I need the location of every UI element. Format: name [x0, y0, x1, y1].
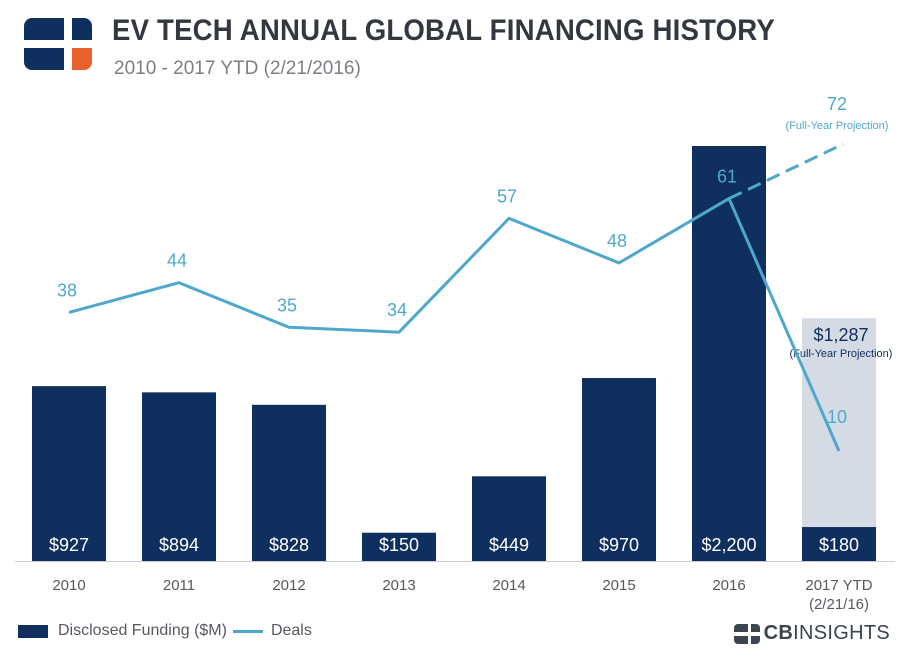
- funding-bar: [252, 404, 326, 561]
- funding-value-label: $449: [489, 535, 529, 555]
- chart-title: EV TECH ANNUAL GLOBAL FINANCING HISTORY: [112, 14, 775, 47]
- chart-subtitle: 2010 - 2017 YTD (2/21/2016): [114, 58, 361, 79]
- funding-value-label: $150: [379, 535, 419, 555]
- company-logo-icon: [24, 18, 92, 70]
- funding-value-label: $970: [599, 535, 639, 555]
- funding-projection-label: $1,287: [813, 325, 868, 345]
- brand-light: INSIGHTS: [793, 622, 890, 644]
- funding-value-label: $2,200: [701, 535, 756, 555]
- deals-value-label: 34: [387, 300, 407, 320]
- deals-value-label: 10: [827, 407, 847, 427]
- legend-deals-swatch: [232, 629, 263, 633]
- funding-bar: [582, 378, 656, 561]
- funding-bar: [692, 146, 766, 561]
- funding-bar: [32, 386, 106, 561]
- funding-projection-note: (Full-Year Projection): [790, 348, 893, 360]
- cb-insights-logo: CBINSIGHTS: [733, 622, 890, 645]
- x-tick-label: 2010: [52, 577, 85, 594]
- deals-projection-note: (Full-Year Projection): [786, 120, 889, 132]
- funding-bar: [472, 476, 546, 561]
- x-tick-label: 2015: [602, 577, 635, 594]
- x-tick-label: 2012: [272, 577, 305, 594]
- x-tick-label: 2014: [492, 577, 525, 594]
- deals-line: [68, 196, 841, 452]
- x-tick-label: 2017 YTD: [805, 577, 872, 594]
- funding-bar: [362, 532, 436, 561]
- cb-insights-mark-icon: [733, 623, 760, 644]
- funding-bar: [142, 392, 216, 561]
- deals-value-label: 48: [607, 231, 627, 251]
- funding-value-label: $894: [159, 535, 199, 555]
- legend-funding-label: Disclosed Funding ($M): [58, 622, 227, 639]
- x-tick-label: (2/21/16): [809, 596, 869, 613]
- funding-value-label: $927: [49, 535, 89, 555]
- brand-bold: CB: [763, 622, 794, 644]
- funding-bar: [802, 527, 876, 561]
- deals-value-label: 57: [497, 186, 517, 206]
- x-tick-label: 2013: [382, 577, 415, 594]
- legend-deals-label: Deals: [270, 622, 312, 639]
- funding-projection-bar: [802, 318, 876, 561]
- funding-value-label: $828: [269, 535, 309, 555]
- funding-value-label: $180: [819, 535, 859, 555]
- x-tick-label: 2016: [712, 577, 745, 594]
- x-tick-label: 2011: [163, 577, 195, 594]
- legend-funding-swatch: [18, 624, 48, 638]
- chart-legend: Disclosed Funding ($M) Deals: [18, 622, 312, 640]
- deals-projection-label: 72: [827, 94, 847, 114]
- deals-value-label: 61: [717, 167, 737, 187]
- deals-projection-line: [728, 142, 844, 200]
- deals-value-label: 38: [57, 280, 77, 300]
- deals-value-label: 35: [277, 295, 297, 315]
- deals-value-label: 44: [167, 251, 187, 271]
